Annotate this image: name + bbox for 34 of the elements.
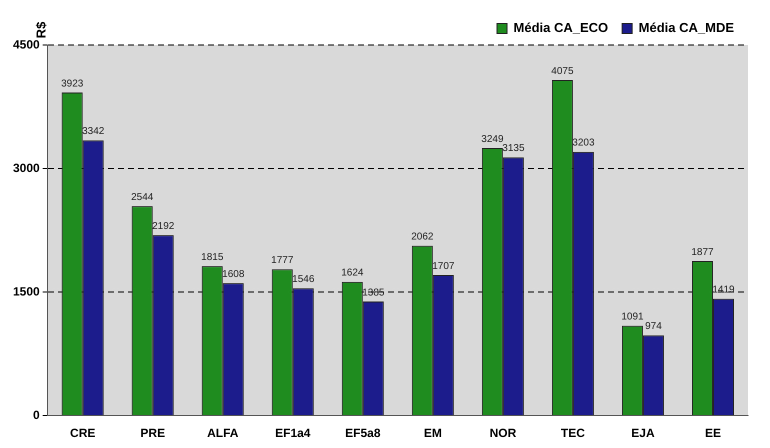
data-label: 3342 — [82, 126, 105, 138]
data-label: 2544 — [131, 192, 154, 203]
y-tick-label: 1500 — [12, 284, 40, 298]
data-label: 1815 — [201, 252, 224, 263]
x-tick-label: TEC — [560, 426, 586, 440]
data-label: 3249 — [481, 134, 504, 145]
data-label: 1707 — [432, 260, 455, 272]
x-tick-label: NOR — [490, 426, 517, 440]
legend-label: Média CA_ECO — [514, 20, 608, 36]
data-label: 1877 — [691, 246, 714, 258]
x-tick-label: EE — [704, 426, 721, 440]
data-label: 1608 — [222, 268, 245, 280]
data-label: 3923 — [61, 78, 84, 90]
data-label: 1091 — [621, 312, 644, 322]
data-label: 4075 — [551, 66, 574, 77]
data-label: 2062 — [411, 232, 434, 243]
y-tick-label: 0 — [33, 408, 40, 422]
x-tick-label: EF1a4 — [275, 426, 311, 440]
data-label: 2192 — [152, 220, 175, 232]
y-axis-title: R$ — [34, 20, 49, 38]
x-tick-label: EF5a8 — [345, 426, 381, 440]
data-label: 1546 — [292, 274, 315, 286]
legend-label: Média CA_MDE — [638, 20, 734, 36]
x-tick-label: PRE — [140, 426, 166, 440]
x-tick-label: EJA — [631, 426, 655, 440]
data-label: 3135 — [502, 143, 525, 154]
x-tick-label: EM — [424, 426, 442, 440]
x-tick-label: ALFA — [207, 426, 239, 440]
y-tick-label: 4500 — [12, 37, 40, 52]
x-tick-label: CRE — [70, 426, 96, 440]
data-label: 974 — [645, 321, 662, 332]
data-label: 1777 — [271, 255, 294, 266]
data-label: 1624 — [341, 268, 364, 279]
y-tick-label: 3000 — [12, 160, 40, 175]
